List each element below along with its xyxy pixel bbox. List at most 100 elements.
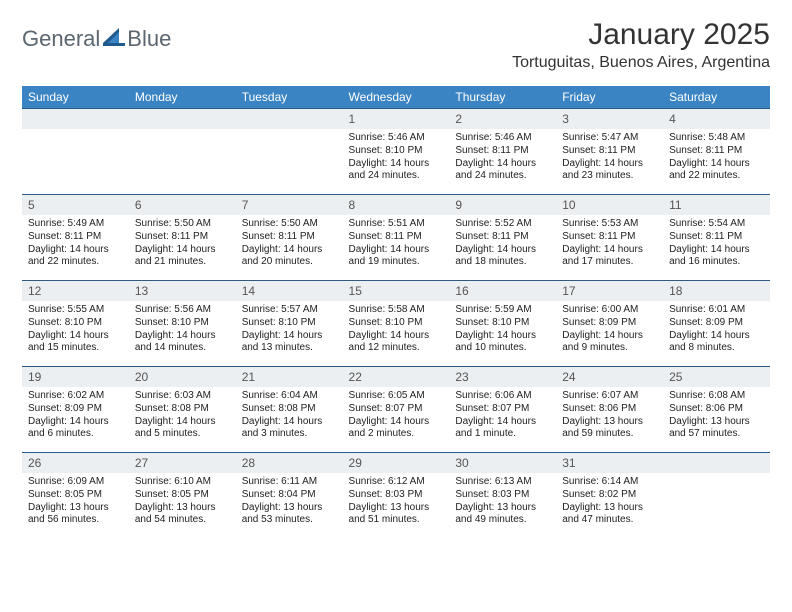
- brand-part1: General: [22, 26, 100, 52]
- calendar-cell: [236, 109, 343, 195]
- header: General Blue January 2025 Tortuguitas, B…: [22, 18, 770, 78]
- calendar-cell: [129, 109, 236, 195]
- day-number: 18: [663, 281, 770, 301]
- day-number: 3: [556, 109, 663, 129]
- day-number: 8: [343, 195, 450, 215]
- calendar-cell: 22Sunrise: 6:05 AMSunset: 8:07 PMDayligh…: [343, 367, 450, 453]
- day-body: Sunrise: 6:12 AMSunset: 8:03 PMDaylight:…: [343, 473, 450, 531]
- day-body: Sunrise: 6:05 AMSunset: 8:07 PMDaylight:…: [343, 387, 450, 445]
- day-number: 20: [129, 367, 236, 387]
- calendar-cell: 18Sunrise: 6:01 AMSunset: 8:09 PMDayligh…: [663, 281, 770, 367]
- day-number-empty: [236, 109, 343, 129]
- day-number: 2: [449, 109, 556, 129]
- calendar-cell: [22, 109, 129, 195]
- calendar-cell: 3Sunrise: 5:47 AMSunset: 8:11 PMDaylight…: [556, 109, 663, 195]
- day-body: Sunrise: 6:14 AMSunset: 8:02 PMDaylight:…: [556, 473, 663, 531]
- day-body: Sunrise: 5:52 AMSunset: 8:11 PMDaylight:…: [449, 215, 556, 273]
- day-body: Sunrise: 6:13 AMSunset: 8:03 PMDaylight:…: [449, 473, 556, 531]
- calendar-cell: 26Sunrise: 6:09 AMSunset: 8:05 PMDayligh…: [22, 453, 129, 539]
- day-number: 31: [556, 453, 663, 473]
- calendar-cell: 29Sunrise: 6:12 AMSunset: 8:03 PMDayligh…: [343, 453, 450, 539]
- day-number: 23: [449, 367, 556, 387]
- day-number-empty: [22, 109, 129, 129]
- location: Tortuguitas, Buenos Aires, Argentina: [512, 54, 770, 72]
- day-body: Sunrise: 6:07 AMSunset: 8:06 PMDaylight:…: [556, 387, 663, 445]
- day-body: Sunrise: 6:04 AMSunset: 8:08 PMDaylight:…: [236, 387, 343, 445]
- title-block: January 2025 Tortuguitas, Buenos Aires, …: [512, 18, 770, 78]
- day-body: Sunrise: 5:54 AMSunset: 8:11 PMDaylight:…: [663, 215, 770, 273]
- day-number: 9: [449, 195, 556, 215]
- day-number: 24: [556, 367, 663, 387]
- day-header: Saturday: [663, 86, 770, 109]
- day-header: Monday: [129, 86, 236, 109]
- day-number: 30: [449, 453, 556, 473]
- day-number: 26: [22, 453, 129, 473]
- day-header: Thursday: [449, 86, 556, 109]
- day-header: Tuesday: [236, 86, 343, 109]
- calendar-cell: 9Sunrise: 5:52 AMSunset: 8:11 PMDaylight…: [449, 195, 556, 281]
- day-body: Sunrise: 6:10 AMSunset: 8:05 PMDaylight:…: [129, 473, 236, 531]
- calendar-cell: 2Sunrise: 5:46 AMSunset: 8:11 PMDaylight…: [449, 109, 556, 195]
- calendar-head: SundayMondayTuesdayWednesdayThursdayFrid…: [22, 86, 770, 109]
- day-number: 10: [556, 195, 663, 215]
- calendar-cell: 5Sunrise: 5:49 AMSunset: 8:11 PMDaylight…: [22, 195, 129, 281]
- calendar-cell: 14Sunrise: 5:57 AMSunset: 8:10 PMDayligh…: [236, 281, 343, 367]
- calendar-cell: 24Sunrise: 6:07 AMSunset: 8:06 PMDayligh…: [556, 367, 663, 453]
- day-number: 15: [343, 281, 450, 301]
- day-body: Sunrise: 6:11 AMSunset: 8:04 PMDaylight:…: [236, 473, 343, 531]
- calendar-cell: 8Sunrise: 5:51 AMSunset: 8:11 PMDaylight…: [343, 195, 450, 281]
- calendar-week: 1Sunrise: 5:46 AMSunset: 8:10 PMDaylight…: [22, 109, 770, 195]
- day-body: Sunrise: 5:58 AMSunset: 8:10 PMDaylight:…: [343, 301, 450, 359]
- day-number: 1: [343, 109, 450, 129]
- day-number: 28: [236, 453, 343, 473]
- calendar-cell: 15Sunrise: 5:58 AMSunset: 8:10 PMDayligh…: [343, 281, 450, 367]
- day-number-empty: [129, 109, 236, 129]
- calendar-cell: 20Sunrise: 6:03 AMSunset: 8:08 PMDayligh…: [129, 367, 236, 453]
- day-number: 4: [663, 109, 770, 129]
- calendar-cell: 31Sunrise: 6:14 AMSunset: 8:02 PMDayligh…: [556, 453, 663, 539]
- day-number: 17: [556, 281, 663, 301]
- calendar-week: 5Sunrise: 5:49 AMSunset: 8:11 PMDaylight…: [22, 195, 770, 281]
- day-body: Sunrise: 6:06 AMSunset: 8:07 PMDaylight:…: [449, 387, 556, 445]
- day-number: 16: [449, 281, 556, 301]
- day-body: Sunrise: 5:59 AMSunset: 8:10 PMDaylight:…: [449, 301, 556, 359]
- day-body: Sunrise: 6:02 AMSunset: 8:09 PMDaylight:…: [22, 387, 129, 445]
- day-body: Sunrise: 6:01 AMSunset: 8:09 PMDaylight:…: [663, 301, 770, 359]
- calendar-week: 12Sunrise: 5:55 AMSunset: 8:10 PMDayligh…: [22, 281, 770, 367]
- day-body: Sunrise: 5:49 AMSunset: 8:11 PMDaylight:…: [22, 215, 129, 273]
- day-body: Sunrise: 6:00 AMSunset: 8:09 PMDaylight:…: [556, 301, 663, 359]
- day-number: 21: [236, 367, 343, 387]
- day-number: 14: [236, 281, 343, 301]
- day-body: Sunrise: 6:08 AMSunset: 8:06 PMDaylight:…: [663, 387, 770, 445]
- month-title: January 2025: [512, 18, 770, 52]
- day-body: Sunrise: 5:56 AMSunset: 8:10 PMDaylight:…: [129, 301, 236, 359]
- calendar-week: 26Sunrise: 6:09 AMSunset: 8:05 PMDayligh…: [22, 453, 770, 539]
- day-body: Sunrise: 5:50 AMSunset: 8:11 PMDaylight:…: [129, 215, 236, 273]
- day-number: 19: [22, 367, 129, 387]
- calendar-cell: 13Sunrise: 5:56 AMSunset: 8:10 PMDayligh…: [129, 281, 236, 367]
- calendar-cell: 7Sunrise: 5:50 AMSunset: 8:11 PMDaylight…: [236, 195, 343, 281]
- calendar-cell: 28Sunrise: 6:11 AMSunset: 8:04 PMDayligh…: [236, 453, 343, 539]
- day-number: 7: [236, 195, 343, 215]
- brand-sail-icon: [103, 28, 125, 51]
- brand-part2: Blue: [127, 26, 171, 52]
- day-body: Sunrise: 5:46 AMSunset: 8:10 PMDaylight:…: [343, 129, 450, 187]
- day-body: Sunrise: 5:46 AMSunset: 8:11 PMDaylight:…: [449, 129, 556, 187]
- calendar-cell: 30Sunrise: 6:13 AMSunset: 8:03 PMDayligh…: [449, 453, 556, 539]
- day-number: 27: [129, 453, 236, 473]
- day-body: Sunrise: 5:55 AMSunset: 8:10 PMDaylight:…: [22, 301, 129, 359]
- day-header: Friday: [556, 86, 663, 109]
- day-body: Sunrise: 5:57 AMSunset: 8:10 PMDaylight:…: [236, 301, 343, 359]
- day-number-empty: [663, 453, 770, 473]
- calendar-cell: 11Sunrise: 5:54 AMSunset: 8:11 PMDayligh…: [663, 195, 770, 281]
- day-number: 25: [663, 367, 770, 387]
- day-body: Sunrise: 5:53 AMSunset: 8:11 PMDaylight:…: [556, 215, 663, 273]
- day-number: 6: [129, 195, 236, 215]
- day-body: Sunrise: 6:03 AMSunset: 8:08 PMDaylight:…: [129, 387, 236, 445]
- calendar-cell: 27Sunrise: 6:10 AMSunset: 8:05 PMDayligh…: [129, 453, 236, 539]
- day-number: 13: [129, 281, 236, 301]
- day-number: 11: [663, 195, 770, 215]
- calendar-cell: 6Sunrise: 5:50 AMSunset: 8:11 PMDaylight…: [129, 195, 236, 281]
- calendar-cell: 19Sunrise: 6:02 AMSunset: 8:09 PMDayligh…: [22, 367, 129, 453]
- calendar-cell: 25Sunrise: 6:08 AMSunset: 8:06 PMDayligh…: [663, 367, 770, 453]
